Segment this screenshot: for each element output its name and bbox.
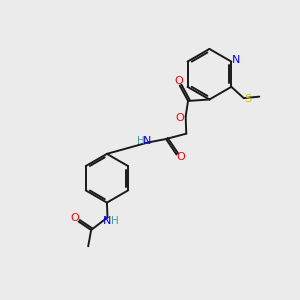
Text: O: O bbox=[70, 213, 79, 223]
Text: N: N bbox=[143, 136, 151, 146]
Text: O: O bbox=[174, 76, 183, 86]
Text: H: H bbox=[111, 216, 119, 226]
Text: O: O bbox=[176, 152, 185, 162]
Text: O: O bbox=[176, 112, 184, 123]
Text: N: N bbox=[103, 216, 111, 226]
Text: H: H bbox=[137, 136, 145, 146]
Text: S: S bbox=[244, 94, 251, 104]
Text: N: N bbox=[232, 56, 241, 65]
